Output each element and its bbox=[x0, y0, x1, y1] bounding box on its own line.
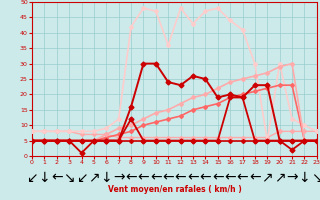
X-axis label: Vent moyen/en rafales ( km/h ): Vent moyen/en rafales ( km/h ) bbox=[108, 185, 241, 194]
